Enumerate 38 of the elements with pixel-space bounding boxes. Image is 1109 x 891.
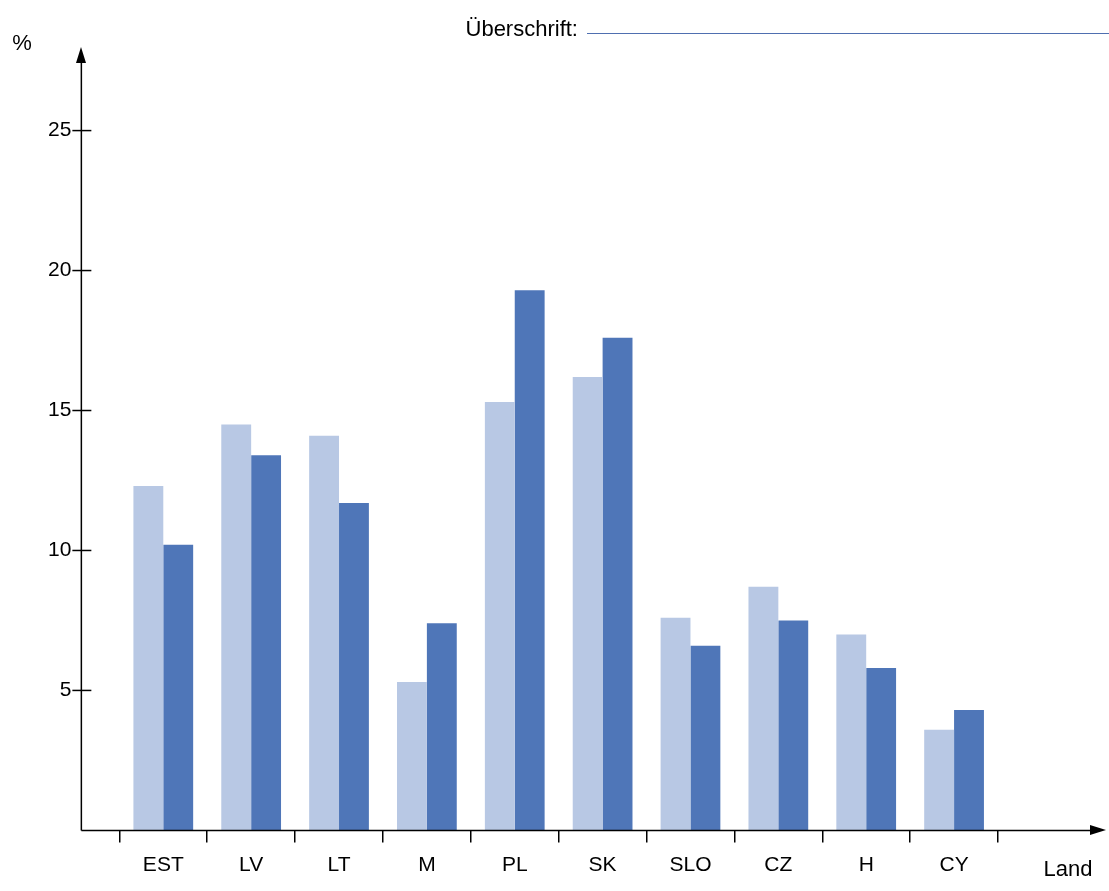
bar	[251, 455, 282, 831]
bar	[221, 424, 252, 831]
y-tick-label: 10	[48, 537, 72, 561]
bar	[954, 710, 984, 831]
x-tick-label: SLO	[669, 851, 712, 875]
x-tick-label: H	[858, 851, 874, 875]
bar	[339, 502, 369, 831]
bar	[514, 290, 545, 831]
bar	[426, 623, 457, 831]
bar	[778, 620, 809, 831]
y-tick-label: 5	[59, 677, 72, 701]
x-tick-label: PL	[501, 851, 528, 875]
bar	[484, 402, 515, 831]
bar	[660, 617, 691, 831]
x-tick-label: LT	[327, 851, 351, 875]
bar	[602, 337, 633, 831]
y-tick-label: 25	[48, 117, 72, 141]
x-tick-label: CY	[939, 851, 969, 875]
bar	[866, 668, 897, 831]
x-tick-label: CZ	[764, 851, 793, 875]
y-tick-label: 20	[48, 257, 72, 281]
bar	[309, 435, 340, 831]
x-tick-label: LV	[239, 851, 264, 875]
x-tick-label: EST	[142, 851, 184, 875]
bar	[690, 645, 721, 831]
x-axis-title: Land	[1043, 856, 1093, 881]
bar	[572, 376, 603, 831]
chart-title: Überschrift:	[465, 16, 578, 41]
bar	[163, 544, 194, 831]
bar	[748, 586, 779, 831]
x-tick-label: M	[418, 851, 436, 875]
bar	[924, 729, 955, 831]
y-axis-title: %	[12, 30, 32, 55]
y-tick-label: 15	[48, 397, 72, 421]
bar	[397, 682, 427, 831]
bar	[836, 634, 867, 831]
x-tick-label: SK	[588, 851, 617, 875]
bar	[133, 486, 164, 831]
